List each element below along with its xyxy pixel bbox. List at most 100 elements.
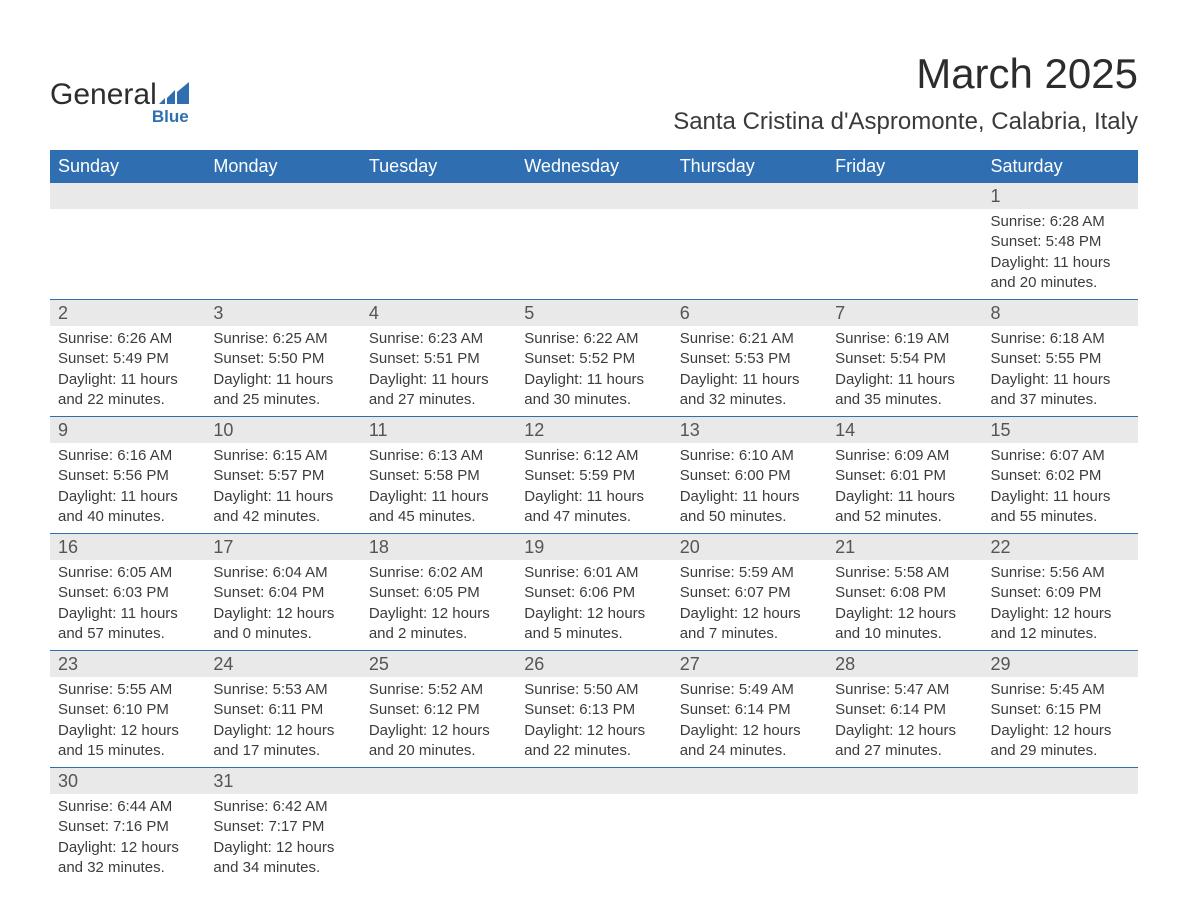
calendar-cell: Sunrise: 5:52 AMSunset: 6:12 PMDaylight:… (361, 677, 516, 767)
calendar-cell (983, 794, 1138, 884)
sunset-text: Sunset: 5:52 PM (524, 349, 663, 369)
day-number (205, 183, 360, 209)
daylight-text: Daylight: 11 hours and 37 minutes. (991, 370, 1130, 411)
calendar-cell: Sunrise: 6:19 AMSunset: 5:54 PMDaylight:… (827, 326, 982, 416)
calendar-cell (516, 209, 671, 299)
sunrise-text: Sunrise: 6:15 AM (213, 446, 352, 466)
weekday-header: Thursday (672, 150, 827, 183)
sunset-text: Sunset: 6:08 PM (835, 583, 974, 603)
sunset-text: Sunset: 6:04 PM (213, 583, 352, 603)
day-number (516, 768, 671, 794)
day-number: 21 (827, 534, 982, 560)
chart-bars-icon (159, 82, 189, 109)
daylight-text: Daylight: 11 hours and 45 minutes. (369, 487, 508, 528)
daylight-text: Daylight: 12 hours and 29 minutes. (991, 721, 1130, 762)
sunset-text: Sunset: 7:16 PM (58, 817, 197, 837)
calendar-cell: Sunrise: 5:49 AMSunset: 6:14 PMDaylight:… (672, 677, 827, 767)
daylight-text: Daylight: 11 hours and 57 minutes. (58, 604, 197, 645)
calendar-cell: Sunrise: 6:07 AMSunset: 6:02 PMDaylight:… (983, 443, 1138, 533)
month-title: March 2025 (673, 50, 1138, 98)
day-number: 10 (205, 417, 360, 443)
daylight-text: Daylight: 11 hours and 47 minutes. (524, 487, 663, 528)
sunset-text: Sunset: 6:09 PM (991, 583, 1130, 603)
calendar-body: 1Sunrise: 6:28 AMSunset: 5:48 PMDaylight… (50, 183, 1138, 884)
calendar-cell (516, 794, 671, 884)
weekday-header: Saturday (983, 150, 1138, 183)
sunrise-text: Sunrise: 6:05 AM (58, 563, 197, 583)
day-number: 16 (50, 534, 205, 560)
sunset-text: Sunset: 6:11 PM (213, 700, 352, 720)
daylight-text: Daylight: 11 hours and 32 minutes. (680, 370, 819, 411)
sunrise-text: Sunrise: 6:23 AM (369, 329, 508, 349)
calendar-cell: Sunrise: 6:18 AMSunset: 5:55 PMDaylight:… (983, 326, 1138, 416)
weekday-header: Tuesday (361, 150, 516, 183)
daylight-text: Daylight: 12 hours and 34 minutes. (213, 838, 352, 879)
sunset-text: Sunset: 6:14 PM (835, 700, 974, 720)
calendar-cell: Sunrise: 6:22 AMSunset: 5:52 PMDaylight:… (516, 326, 671, 416)
sunset-text: Sunset: 6:01 PM (835, 466, 974, 486)
calendar-cell: Sunrise: 6:26 AMSunset: 5:49 PMDaylight:… (50, 326, 205, 416)
daylight-text: Daylight: 12 hours and 17 minutes. (213, 721, 352, 762)
brand-name-secondary: Blue (140, 107, 189, 127)
day-number (827, 768, 982, 794)
day-number: 11 (361, 417, 516, 443)
calendar-cell: Sunrise: 6:02 AMSunset: 6:05 PMDaylight:… (361, 560, 516, 650)
daylight-text: Daylight: 12 hours and 5 minutes. (524, 604, 663, 645)
sunrise-text: Sunrise: 6:21 AM (680, 329, 819, 349)
sunrise-text: Sunrise: 5:47 AM (835, 680, 974, 700)
daylight-text: Daylight: 11 hours and 22 minutes. (58, 370, 197, 411)
sunrise-text: Sunrise: 6:01 AM (524, 563, 663, 583)
daylight-text: Daylight: 12 hours and 12 minutes. (991, 604, 1130, 645)
weekday-header: Friday (827, 150, 982, 183)
sunset-text: Sunset: 6:13 PM (524, 700, 663, 720)
day-number: 7 (827, 300, 982, 326)
sunrise-text: Sunrise: 6:22 AM (524, 329, 663, 349)
daylight-text: Daylight: 11 hours and 27 minutes. (369, 370, 508, 411)
day-number (50, 183, 205, 209)
day-number: 13 (672, 417, 827, 443)
calendar-table: Sunday Monday Tuesday Wednesday Thursday… (50, 150, 1138, 884)
day-number (672, 768, 827, 794)
day-number: 25 (361, 651, 516, 677)
sunrise-text: Sunrise: 5:56 AM (991, 563, 1130, 583)
day-number (672, 183, 827, 209)
sunset-text: Sunset: 6:03 PM (58, 583, 197, 603)
calendar-cell: Sunrise: 5:59 AMSunset: 6:07 PMDaylight:… (672, 560, 827, 650)
daylight-text: Daylight: 11 hours and 30 minutes. (524, 370, 663, 411)
sunset-text: Sunset: 5:55 PM (991, 349, 1130, 369)
sunrise-text: Sunrise: 5:59 AM (680, 563, 819, 583)
sunset-text: Sunset: 6:07 PM (680, 583, 819, 603)
sunset-text: Sunset: 6:15 PM (991, 700, 1130, 720)
calendar-cell: Sunrise: 6:13 AMSunset: 5:58 PMDaylight:… (361, 443, 516, 533)
title-block: March 2025 Santa Cristina d'Aspromonte, … (673, 50, 1138, 136)
sunset-text: Sunset: 6:05 PM (369, 583, 508, 603)
day-number: 27 (672, 651, 827, 677)
calendar-cell: Sunrise: 5:56 AMSunset: 6:09 PMDaylight:… (983, 560, 1138, 650)
day-number: 28 (827, 651, 982, 677)
calendar-cell: Sunrise: 6:23 AMSunset: 5:51 PMDaylight:… (361, 326, 516, 416)
calendar-cell: Sunrise: 6:04 AMSunset: 6:04 PMDaylight:… (205, 560, 360, 650)
daylight-text: Daylight: 11 hours and 35 minutes. (835, 370, 974, 411)
calendar-cell: Sunrise: 5:45 AMSunset: 6:15 PMDaylight:… (983, 677, 1138, 767)
day-number: 15 (983, 417, 1138, 443)
sunset-text: Sunset: 7:17 PM (213, 817, 352, 837)
sunset-text: Sunset: 5:54 PM (835, 349, 974, 369)
day-number: 19 (516, 534, 671, 560)
daylight-text: Daylight: 12 hours and 10 minutes. (835, 604, 974, 645)
sunrise-text: Sunrise: 6:07 AM (991, 446, 1130, 466)
sunset-text: Sunset: 6:00 PM (680, 466, 819, 486)
calendar-cell (205, 209, 360, 299)
day-number: 8 (983, 300, 1138, 326)
sunset-text: Sunset: 6:02 PM (991, 466, 1130, 486)
day-number (827, 183, 982, 209)
calendar-cell: Sunrise: 6:44 AMSunset: 7:16 PMDaylight:… (50, 794, 205, 884)
sunrise-text: Sunrise: 6:12 AM (524, 446, 663, 466)
day-number: 6 (672, 300, 827, 326)
sunrise-text: Sunrise: 6:02 AM (369, 563, 508, 583)
sunrise-text: Sunrise: 6:09 AM (835, 446, 974, 466)
day-number: 31 (205, 768, 360, 794)
daylight-text: Daylight: 11 hours and 52 minutes. (835, 487, 974, 528)
day-number: 2 (50, 300, 205, 326)
sunrise-text: Sunrise: 6:44 AM (58, 797, 197, 817)
day-number: 17 (205, 534, 360, 560)
